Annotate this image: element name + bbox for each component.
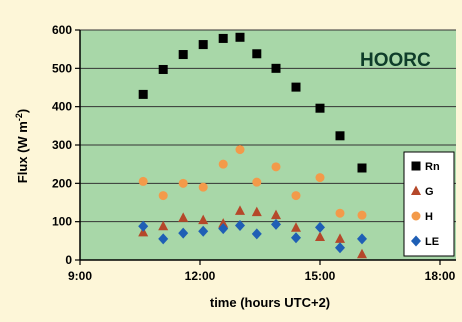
y-axis-ticks: 0 100 200 300 400 500 600 xyxy=(52,23,80,267)
y-tick-label: 0 xyxy=(65,253,72,267)
x-tick-label: 15:00 xyxy=(305,269,336,283)
data-point-h xyxy=(271,162,281,172)
y-tick-label: 400 xyxy=(52,100,72,114)
legend-label-le: LE xyxy=(425,236,439,248)
data-point-g xyxy=(218,218,229,228)
data-point-h xyxy=(335,208,345,218)
x-tick-label: 18:00 xyxy=(425,269,456,283)
data-point-le xyxy=(271,218,281,230)
data-point-rn xyxy=(357,163,367,173)
data-point-h xyxy=(235,145,245,155)
data-point-g xyxy=(271,209,281,220)
legend-items: Rn G H LE xyxy=(411,161,440,248)
data-point-le xyxy=(158,233,169,245)
legend-label-g: G xyxy=(425,186,434,198)
data-point-rn xyxy=(315,103,325,113)
data-point-h xyxy=(357,210,367,220)
data-point-h xyxy=(158,191,168,201)
data-point-le xyxy=(335,242,345,254)
data-point-le xyxy=(235,220,245,231)
data-point-h xyxy=(291,191,301,201)
data-point-g xyxy=(357,248,367,259)
y-axis-title-main: Flux (W m xyxy=(15,121,30,183)
legend-marker-rn xyxy=(411,161,421,171)
legend: Rn G H LE xyxy=(403,151,455,257)
x-axis-title: time (hours UTC+2) xyxy=(210,295,330,310)
data-point-g xyxy=(315,231,325,241)
data-point-rn xyxy=(178,50,188,60)
data-point-h xyxy=(252,177,262,187)
data-point-rn xyxy=(235,32,245,42)
data-point-g xyxy=(198,214,209,225)
data-point-rn xyxy=(138,89,148,99)
y-tick-label: 100 xyxy=(52,215,72,229)
data-point-g xyxy=(291,222,301,232)
y-tick-label: 200 xyxy=(52,176,72,190)
data-point-rn xyxy=(271,63,281,73)
data-point-le xyxy=(138,220,149,232)
data-points xyxy=(138,32,367,259)
data-point-h xyxy=(178,178,188,188)
data-point-le xyxy=(198,225,209,237)
data-point-le xyxy=(178,227,189,239)
legend-label-rn: Rn xyxy=(425,161,440,173)
legend-marker-le xyxy=(411,235,421,247)
x-tick-label: 12:00 xyxy=(185,269,216,283)
chart-watermark-label: HOORC xyxy=(360,50,431,71)
data-point-h xyxy=(218,159,228,169)
y-tick-label: 500 xyxy=(52,61,72,75)
data-point-g xyxy=(178,212,189,222)
data-point-le xyxy=(218,223,229,235)
data-point-le xyxy=(251,228,262,240)
data-point-rn xyxy=(218,33,228,43)
data-point-rn xyxy=(158,64,168,74)
data-point-h xyxy=(138,176,148,186)
data-point-le xyxy=(291,232,301,244)
data-point-g xyxy=(235,205,245,215)
data-point-g xyxy=(251,206,262,217)
y-tick-label: 600 xyxy=(52,23,72,37)
data-point-rn xyxy=(252,49,262,59)
data-point-le xyxy=(315,221,325,233)
data-point-g xyxy=(335,233,345,243)
data-point-le xyxy=(357,233,367,245)
legend-label-h: H xyxy=(425,211,433,223)
y-tick-label: 300 xyxy=(52,138,72,152)
y-axis-title-exponent: -2 xyxy=(14,113,24,121)
data-point-rn xyxy=(291,82,301,92)
x-tick-label: 9:00 xyxy=(68,269,92,283)
legend-marker-g xyxy=(411,185,421,195)
x-axis-ticks: 9:00 12:00 15:00 18:00 xyxy=(68,260,456,283)
data-point-rn xyxy=(335,131,345,141)
y-axis-title: Flux (W m-2) xyxy=(14,109,30,183)
legend-marker-h xyxy=(411,211,421,221)
data-point-h xyxy=(198,182,208,192)
y-axis-title-end: ) xyxy=(15,109,30,113)
data-point-g xyxy=(158,220,169,231)
data-point-rn xyxy=(198,40,208,50)
data-point-h xyxy=(315,173,325,183)
